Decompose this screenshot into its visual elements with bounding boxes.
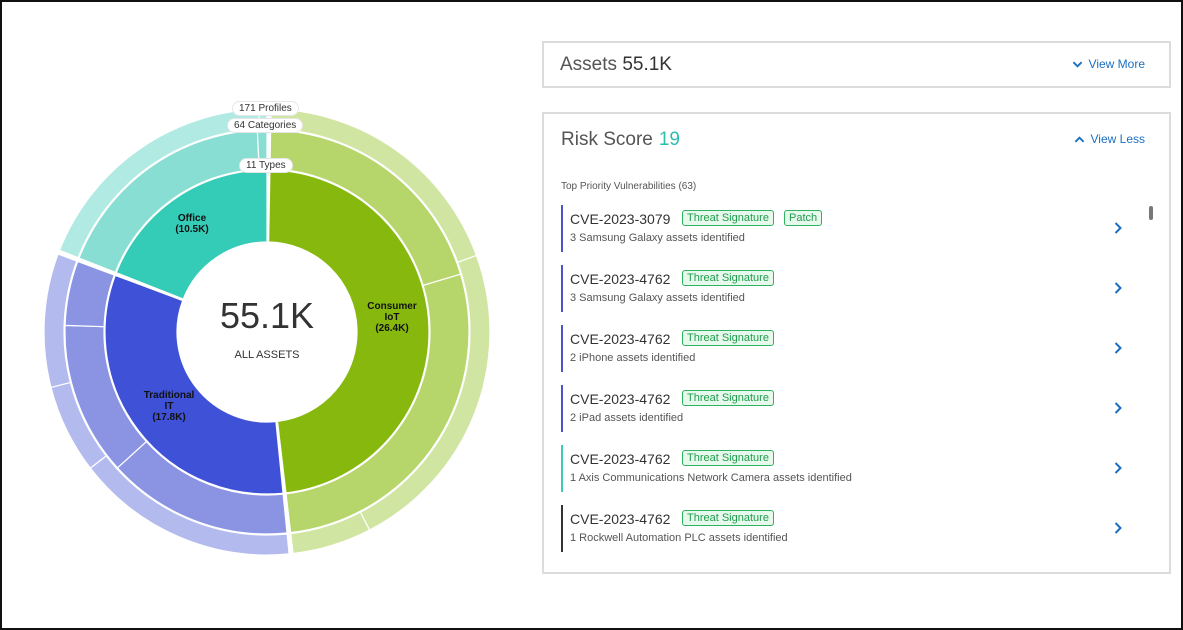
threat-signature-badge: Threat Signature [682,450,774,466]
assets-title: Assets 55.1K [560,54,672,76]
vulnerability-item[interactable]: CVE-2023-4762 Threat Signature 1 Axis Co… [561,445,1141,492]
view-more-button[interactable]: View More [1072,57,1145,71]
cve-id: CVE-2023-4762 [570,391,671,407]
sunburst-svg [43,108,491,556]
types-ring-label: 11 Types [240,159,292,172]
risk-score-panel: Risk Score 19 View Less Top Priority Vuln… [542,112,1171,574]
vulnerability-description: 1 Rockwell Automation PLC assets identif… [570,532,788,544]
chevron-right-icon[interactable] [1113,521,1123,535]
vulnerability-item[interactable]: CVE-2023-4762 Threat Signature 2 iPhone … [561,325,1141,372]
view-less-label: View Less [1090,132,1145,146]
risk-score-value: 19 [658,129,680,150]
cve-id: CVE-2023-4762 [570,331,671,347]
sunburst-category-consumer-iot-1[interactable] [285,273,470,534]
segment-label-traditional-it[interactable]: Traditional IT (17.8K) [124,390,214,423]
segment-label-line: IoT [384,312,400,323]
segment-label-consumer-iot[interactable]: Consumer IoT (26.4K) [347,301,437,334]
vulnerability-description: 3 Samsung Galaxy assets identified [570,232,745,244]
sunburst-center [178,243,356,421]
segment-label-value: (26.4K) [375,323,409,334]
total-assets-label: ALL ASSETS [234,349,300,361]
categories-ring-label: 64 Categories [228,119,303,132]
threat-signature-badge: Threat Signature [682,510,774,526]
sunburst-category-traditional-it-2[interactable] [64,260,116,328]
view-more-label: View More [1088,57,1145,71]
sunburst-profile-consumer-iot-2[interactable] [290,511,371,555]
vulnerability-description: 3 Samsung Galaxy assets identified [570,292,745,304]
sunburst-profile-traditional-it-2[interactable] [43,253,78,389]
sunburst-segment-consumer-iot[interactable] [268,169,430,494]
assets-count: 55.1K [622,54,672,75]
vulnerability-description: 1 Axis Communications Network Camera ass… [570,472,852,484]
sunburst-segment-traditional-it[interactable] [104,274,284,495]
cve-id: CVE-2023-3079 [570,211,671,227]
chevron-up-icon [1074,135,1084,142]
cve-id: CVE-2023-4762 [570,271,671,287]
assets-label: Assets [560,54,618,75]
vulnerability-item[interactable]: CVE-2023-3079 Threat Signature Patch 3 S… [561,205,1141,252]
chevron-right-icon[interactable] [1113,401,1123,415]
vulnerability-description: 2 iPhone assets identified [570,352,696,364]
assets-panel: Assets 55.1K View More [542,41,1171,88]
patch-badge: Patch [784,210,823,226]
view-less-button[interactable]: View Less [1074,132,1145,146]
risk-score-label: Risk Score [561,129,653,150]
risk-score-title: Risk Score 19 [561,129,680,151]
segment-label-line: Consumer [367,301,417,312]
chevron-down-icon [1072,61,1082,68]
vulnerability-item[interactable]: CVE-2023-4762 Threat Signature 3 Samsung… [561,265,1141,312]
cve-id: CVE-2023-4762 [570,511,671,527]
threat-signature-badge: Threat Signature [682,270,774,286]
assets-sunburst-chart: 55.1K ALL ASSETS Consumer IoT (26.4K) Tr… [32,97,502,567]
profiles-ring-label: 171 Profiles [233,102,298,115]
threat-signature-badge: Threat Signature [682,330,774,346]
cve-id: CVE-2023-4762 [570,451,671,467]
vulnerability-description: 2 iPad assets identified [570,412,684,424]
scrollbar-thumb[interactable] [1149,206,1153,220]
chevron-right-icon[interactable] [1113,341,1123,355]
segment-label-value: (17.8K) [152,412,186,423]
chevron-right-icon[interactable] [1113,221,1123,235]
vulnerability-item[interactable]: CVE-2023-4762 Threat Signature 1 Rockwel… [561,505,1141,552]
threat-signature-badge: Threat Signature [682,210,774,226]
segment-label-line: Traditional [143,390,195,401]
total-assets-value: 55.1K [219,295,315,336]
segment-label-line: IT [164,401,174,412]
threat-signature-badge: Threat Signature [682,390,774,406]
segment-label-value: (10.5K) [175,224,209,235]
priority-vulnerabilities-title: Top Priority Vulnerabilities (63) [561,181,697,192]
chevron-right-icon[interactable] [1113,461,1123,475]
segment-label-line: Office [177,213,207,224]
vulnerability-item[interactable]: CVE-2023-4762 Threat Signature 2 iPad as… [561,385,1141,432]
chevron-right-icon[interactable] [1113,281,1123,295]
segment-label-office[interactable]: Office (10.5K) [147,213,237,235]
